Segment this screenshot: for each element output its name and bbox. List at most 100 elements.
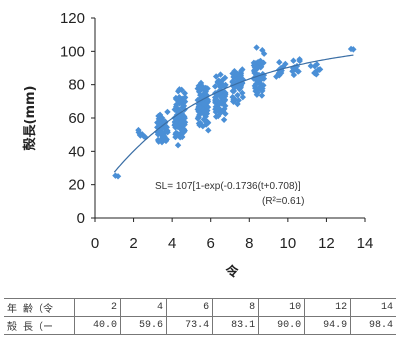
- data-point: [256, 83, 264, 90]
- data-point: [178, 110, 185, 117]
- data-point: [200, 100, 207, 108]
- data-point: [154, 136, 162, 144]
- data-point: [234, 91, 241, 99]
- x-tick-label: 2: [129, 235, 137, 252]
- table-row: 殻 長（ー 40.0 59.6 73.4 83.1 90.0 94.9 98.4: [4, 316, 396, 335]
- table-cell: 8: [212, 298, 260, 317]
- data-point: [231, 84, 238, 91]
- data-point: [158, 124, 166, 132]
- data-point: [173, 101, 180, 108]
- data-point: [231, 67, 238, 75]
- row-label-age: 年 齢（令: [4, 298, 75, 317]
- data-point: [195, 120, 203, 127]
- data-point: [199, 83, 206, 90]
- data-point: [112, 172, 119, 179]
- data-point: [237, 84, 244, 92]
- data-point: [162, 137, 170, 145]
- y-ticks: 0 20 40 60 80 100 120: [60, 10, 95, 227]
- data-point: [178, 86, 185, 94]
- data-point: [221, 96, 228, 103]
- data-point: [164, 108, 171, 116]
- data-point: [259, 47, 266, 54]
- data-point: [212, 99, 219, 106]
- data-point: [174, 142, 182, 149]
- data-point: [234, 70, 241, 78]
- x-tick-label: 6: [207, 235, 215, 252]
- data-point: [212, 96, 220, 103]
- data-point: [220, 116, 228, 123]
- data-point: [230, 96, 237, 103]
- data-point: [171, 114, 178, 122]
- table-cell: 40.0: [73, 316, 122, 335]
- x-ticks: 0 2 4 6 8 10 12 14: [91, 218, 373, 252]
- table-cell: 83.1: [212, 316, 260, 335]
- data-point: [230, 70, 237, 78]
- data-point: [239, 93, 247, 101]
- data-point: [195, 82, 202, 90]
- data-point: [290, 57, 297, 64]
- table-cell: 73.4: [166, 316, 214, 335]
- fit-curve: [113, 54, 354, 173]
- row-label-length: 殻 長（ー: [4, 316, 75, 335]
- y-axis-label: 殻長(mm): [22, 86, 38, 151]
- data-point: [201, 109, 208, 116]
- data-point: [295, 68, 302, 75]
- data-point: [217, 84, 225, 91]
- x-tick-label: 12: [318, 235, 335, 252]
- data-point: [253, 91, 261, 98]
- data-point: [173, 123, 181, 130]
- table-cell: 98.4: [350, 316, 396, 335]
- growth-table: 年 齢（令 2 4 6 8 10 12 14 殻 長（ー 40.0 59.6 7…: [4, 298, 396, 335]
- data-point: [260, 50, 268, 57]
- data-point: [176, 113, 184, 120]
- data-point: [154, 119, 161, 126]
- data-point: [196, 104, 203, 111]
- data-point: [155, 112, 162, 120]
- data-point: [214, 79, 222, 86]
- data-point: [221, 74, 229, 82]
- data-point: [221, 105, 228, 113]
- table-cell: 14: [350, 298, 396, 317]
- data-point: [347, 45, 355, 53]
- data-point: [239, 89, 246, 97]
- r-squared-label: (R²=0.61): [262, 196, 305, 207]
- data-point: [171, 106, 178, 113]
- data-point: [202, 87, 209, 95]
- data-point: [198, 105, 206, 112]
- data-point: [195, 113, 202, 121]
- data-point: [254, 64, 261, 71]
- data-point: [258, 92, 266, 99]
- data-point: [194, 96, 201, 104]
- data-point: [312, 70, 319, 77]
- data-point: [180, 95, 188, 102]
- data-point: [215, 105, 223, 112]
- data-point: [198, 94, 206, 102]
- data-point: [179, 133, 186, 141]
- data-point: [276, 59, 283, 66]
- data-point: [273, 73, 280, 80]
- data-point: [307, 62, 315, 70]
- growth-chart: 0 20 40 60 80 100 120 0 2 4 6 8 10 12 14 殻長(mm) 令 SL=…: [22, 10, 373, 280]
- data-point: [179, 130, 186, 137]
- data-point: [316, 66, 324, 73]
- data-point: [175, 88, 182, 95]
- data-point: [239, 80, 246, 87]
- data-point: [255, 85, 263, 92]
- data-point: [255, 58, 263, 65]
- data-point: [157, 129, 164, 137]
- y-tick-label: 80: [68, 77, 85, 94]
- data-point: [178, 117, 186, 125]
- table-cell: 2: [73, 298, 122, 317]
- data-point: [296, 57, 303, 65]
- data-point: [250, 59, 258, 67]
- data-point: [181, 90, 188, 97]
- data-point: [255, 74, 263, 82]
- table-row: 年 齢（令 2 4 6 8 10 12 14: [4, 298, 396, 317]
- data-point: [154, 131, 162, 138]
- data-point: [178, 121, 185, 129]
- data-point: [289, 68, 296, 75]
- data-point: [220, 81, 227, 89]
- y-tick-label: 0: [77, 210, 85, 227]
- data-point: [253, 44, 260, 51]
- data-point: [235, 75, 243, 83]
